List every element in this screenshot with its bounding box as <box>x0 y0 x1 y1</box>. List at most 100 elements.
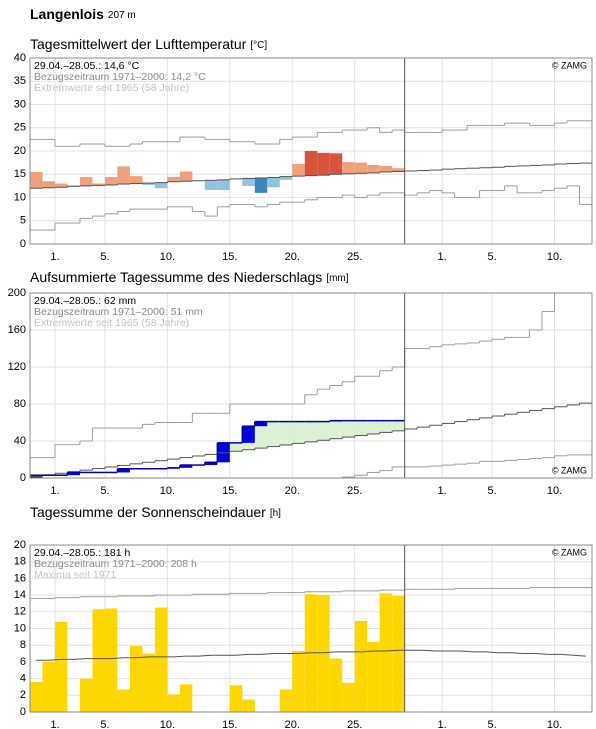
y-tick-label: 35 <box>14 75 26 87</box>
x-tick-label: 25. <box>347 485 362 497</box>
excess-fill <box>392 420 405 431</box>
bar <box>42 661 55 712</box>
anomaly-bar <box>279 176 293 180</box>
x-tick-label: 15. <box>222 719 237 729</box>
excess-fill <box>304 421 318 442</box>
info-text: Bezugszeitraum 1971–2000: 208 h <box>34 558 197 570</box>
info-text: Extremwerte seit 1965 (58 Jahre) <box>34 82 189 94</box>
bar <box>379 593 393 712</box>
y-tick-label: 6 <box>20 656 26 668</box>
anomaly-bar <box>129 176 143 184</box>
anomaly-bar <box>179 171 193 182</box>
daily-increment <box>242 426 255 443</box>
x-tick-label: 10. <box>160 719 175 729</box>
y-tick-label: 160 <box>8 324 26 336</box>
chart-title: Aufsummierte Tagessumme des Niederschlag… <box>30 269 349 285</box>
anomaly-bar <box>242 178 255 186</box>
y-tick-label: 20 <box>14 539 26 551</box>
bar <box>154 607 168 712</box>
anomaly-bar <box>117 166 130 185</box>
anomaly-bar <box>30 171 43 189</box>
excess-fill <box>292 421 305 444</box>
chart-unit: [mm] <box>326 273 348 284</box>
anomaly-bar <box>354 162 368 174</box>
x-tick-label: 15. <box>222 485 237 497</box>
info-text: 29.04.–28.05.: 181 h <box>34 547 130 559</box>
daily-increment <box>204 462 218 466</box>
anomaly-bar <box>304 151 318 176</box>
y-tick-label: 14 <box>14 589 26 601</box>
y-tick-label: 80 <box>14 398 26 410</box>
station-name: Langenlois <box>30 6 104 22</box>
anomaly-bar <box>292 164 305 177</box>
x-tick-label: 5. <box>100 719 109 729</box>
daily-increment <box>67 472 80 476</box>
anomaly-bar <box>392 168 405 172</box>
excess-fill <box>354 420 368 436</box>
bar <box>117 689 130 712</box>
anomaly-bar <box>42 181 55 188</box>
chart-title: Tagesmittelwert der Lufttemperatur [°C] <box>30 36 267 52</box>
x-tick-label: 25. <box>347 719 362 729</box>
y-tick-label: 15 <box>14 168 26 180</box>
excess-fill <box>329 420 343 439</box>
bar <box>392 595 405 712</box>
daily-increment <box>254 421 268 427</box>
y-tick-label: 10 <box>14 622 26 634</box>
bar <box>129 646 143 712</box>
y-tick-label: 18 <box>14 556 26 568</box>
bar <box>54 621 68 712</box>
y-tick-label: 200 <box>8 287 26 299</box>
info-text: 29.04.–28.05.: 14,6 °C <box>34 60 140 72</box>
bar <box>354 620 368 712</box>
bar <box>279 689 293 712</box>
x-tick-label: 5. <box>487 251 496 263</box>
excess-fill <box>367 420 380 434</box>
anomaly-bar <box>204 180 218 191</box>
info-text: Bezugszeitraum 1971–2000: 14,2 °C <box>34 71 206 83</box>
x-tick-label: 1. <box>50 251 59 263</box>
anomaly-bar <box>342 162 355 174</box>
x-tick-label: 20. <box>285 719 300 729</box>
bar <box>317 595 330 712</box>
anomaly-bar <box>167 177 180 182</box>
bar <box>142 653 155 712</box>
bar <box>367 641 380 712</box>
anomaly-bar <box>317 152 330 176</box>
copyright: © ZAMG <box>552 60 587 70</box>
excess-fill <box>342 420 355 438</box>
anomaly-bar <box>267 177 280 188</box>
bar <box>242 699 255 712</box>
x-tick-label: 1. <box>438 719 447 729</box>
x-tick-label: 10. <box>160 485 175 497</box>
excess-fill <box>254 421 268 449</box>
y-tick-label: 0 <box>20 238 26 250</box>
x-tick-label: 5. <box>487 719 496 729</box>
anomaly-bar <box>329 153 343 175</box>
x-tick-label: 20. <box>285 485 300 497</box>
y-tick-label: 0 <box>20 706 26 718</box>
chart: Tagessumme der Sonnenscheindauer [h] 0 2 4 6 8… <box>14 504 593 729</box>
x-tick-label: 5. <box>487 485 496 497</box>
plot-frame <box>29 544 593 713</box>
x-tick-label: 5. <box>100 251 109 263</box>
chart-title: Tagessumme der Sonnenscheindauer [h] <box>30 504 281 520</box>
y-tick-label: 8 <box>20 639 26 651</box>
x-tick-label: 10. <box>547 719 562 729</box>
bar <box>104 608 118 712</box>
y-tick-label: 12 <box>14 606 26 618</box>
anomaly-bar <box>142 183 155 185</box>
anomaly-bar <box>54 183 68 188</box>
plot-frame <box>29 292 593 479</box>
chart-unit: [h] <box>270 508 281 519</box>
y-tick-label: 25 <box>14 122 26 134</box>
chart: Tagesmittelwert der Lufttemperatur [°C] 0 5… <box>14 36 593 263</box>
x-tick-label: 15. <box>222 251 237 263</box>
y-tick-label: 20 <box>14 145 26 157</box>
y-tick-label: 4 <box>20 673 26 685</box>
chart-title-text: Aufsummierte Tagessumme des Niederschlag… <box>30 269 322 285</box>
x-tick-label: 1. <box>50 719 59 729</box>
station-title: Langenlois 207 m <box>30 6 136 22</box>
excess-fill <box>267 421 280 447</box>
